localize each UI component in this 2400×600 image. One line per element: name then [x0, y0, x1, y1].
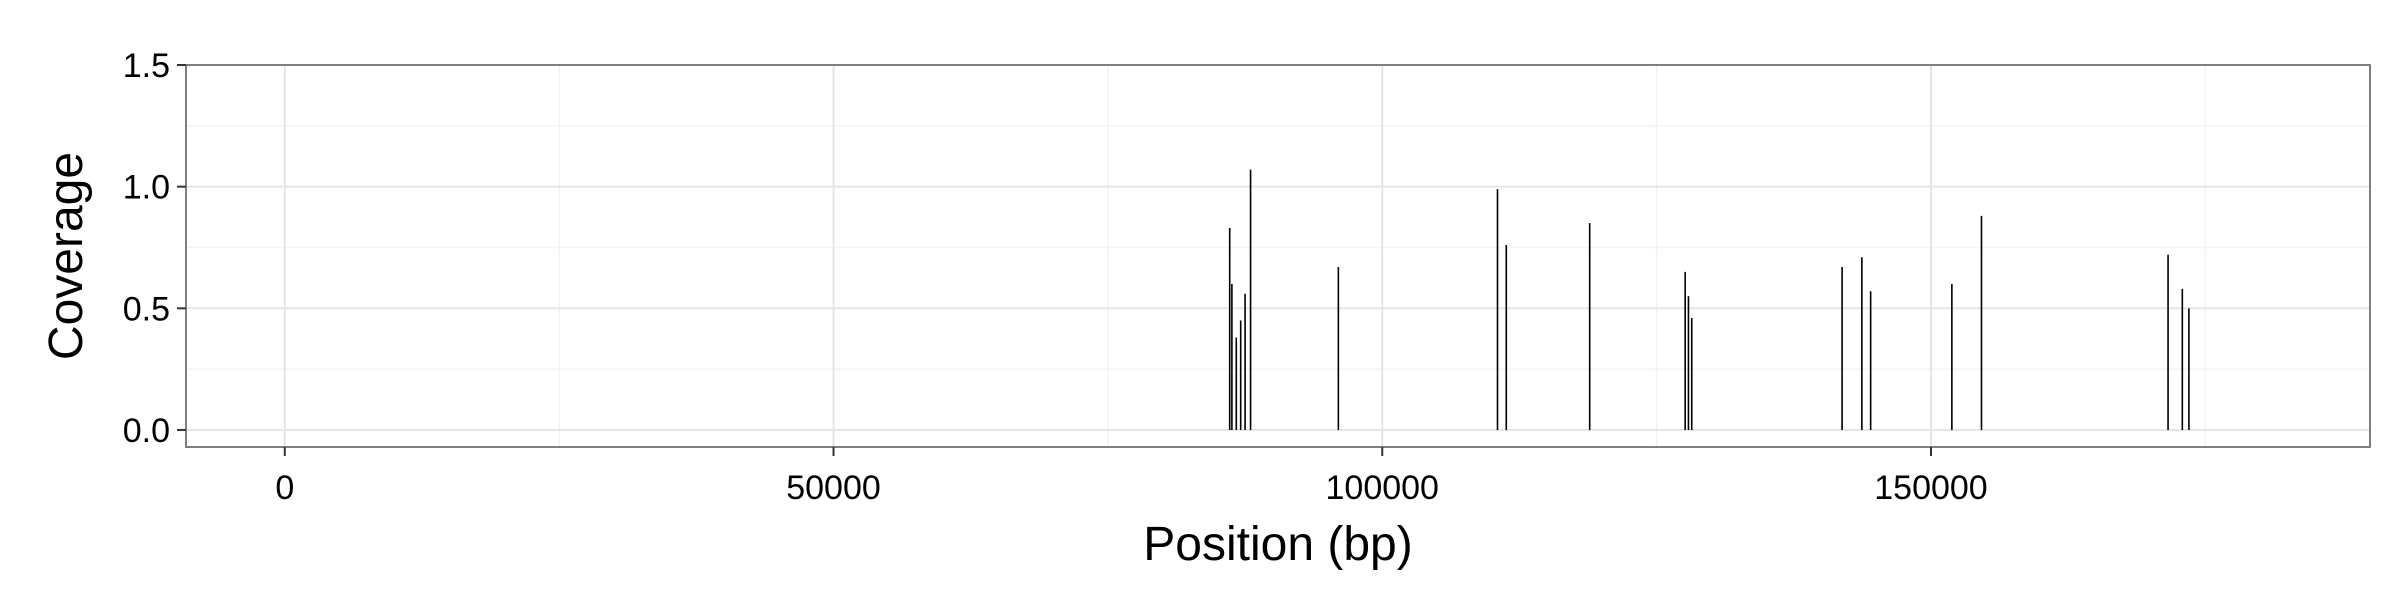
x-tick-label: 100000 [1326, 469, 1439, 507]
y-tick-label: 0.0 [123, 412, 170, 450]
coverage-bars [1228, 169, 2190, 430]
y-tick-label: 0.5 [123, 290, 170, 328]
minor-gridlines [186, 65, 2370, 447]
plot-panel [186, 65, 2370, 447]
x-tick-label: 0 [275, 469, 294, 507]
x-tick-label: 50000 [786, 469, 881, 507]
y-axis-title: Coverage [40, 152, 93, 360]
x-tick-label: 150000 [1874, 469, 1987, 507]
x-axis-title: Position (bp) [1143, 518, 1412, 571]
x-axis-ticks: 0 50000 100000 150000 [275, 447, 1988, 507]
panel-border [185, 64, 2371, 448]
y-axis-ticks: 0.0 0.5 1.0 1.5 [123, 47, 186, 450]
y-tick-label: 1.5 [123, 47, 170, 85]
y-tick-label: 1.0 [123, 169, 170, 207]
